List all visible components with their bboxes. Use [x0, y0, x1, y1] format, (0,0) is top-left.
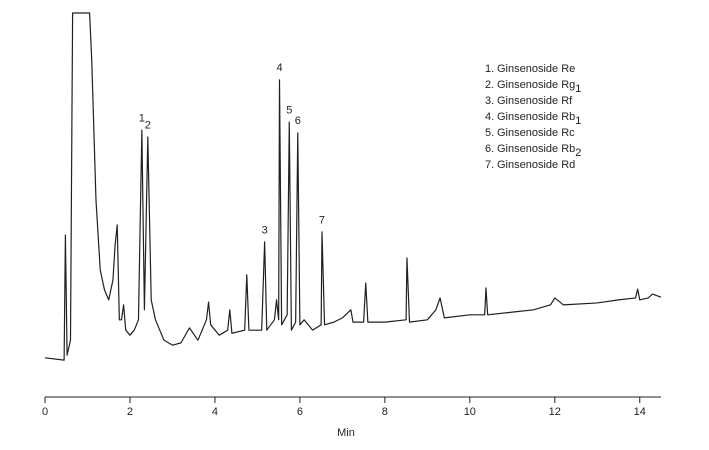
x-tick-label: 8	[382, 406, 388, 418]
legend-name: Ginsenoside Rb	[497, 143, 575, 155]
legend-name: Ginsenoside Rb	[497, 111, 575, 123]
x-axis-label: Min	[337, 427, 355, 439]
legend-number: 3.	[485, 95, 494, 107]
legend-number: 6.	[485, 143, 494, 155]
peak-label: 6	[295, 115, 301, 127]
legend-name: Ginsenoside Re	[497, 63, 575, 75]
chromatogram-trace	[44, 12, 662, 361]
x-tick-label: 14	[634, 406, 646, 418]
x-tick-label: 6	[297, 406, 303, 418]
legend-subscript: 1	[575, 115, 581, 127]
peak-label: 7	[319, 214, 325, 226]
legend-name: Ginsenoside Rg	[497, 79, 575, 91]
x-tick-label: 10	[464, 406, 476, 418]
legend-number: 7.	[485, 159, 494, 171]
legend-name: Ginsenoside Rf	[497, 95, 573, 107]
x-tick-label: 2	[127, 406, 133, 418]
legend-subscript: 2	[575, 147, 581, 159]
peak-label: 5	[286, 104, 292, 116]
peak-label: 1	[139, 113, 145, 125]
x-tick-label: 12	[549, 406, 561, 418]
x-tick-label: 4	[212, 406, 218, 418]
legend-number: 4.	[485, 111, 494, 123]
x-tick-label: 0	[42, 406, 48, 418]
legend-number: 1.	[485, 63, 494, 75]
legend-number: 5.	[485, 127, 494, 139]
legend-name: Ginsenoside Rd	[497, 159, 575, 171]
peak-label: 2	[145, 119, 151, 131]
peak-label: 4	[276, 62, 282, 74]
legend-number: 2.	[485, 79, 494, 91]
peak-label: 3	[262, 224, 268, 236]
legend-subscript: 1	[575, 83, 581, 95]
legend-name: Ginsenoside Rc	[497, 127, 575, 139]
